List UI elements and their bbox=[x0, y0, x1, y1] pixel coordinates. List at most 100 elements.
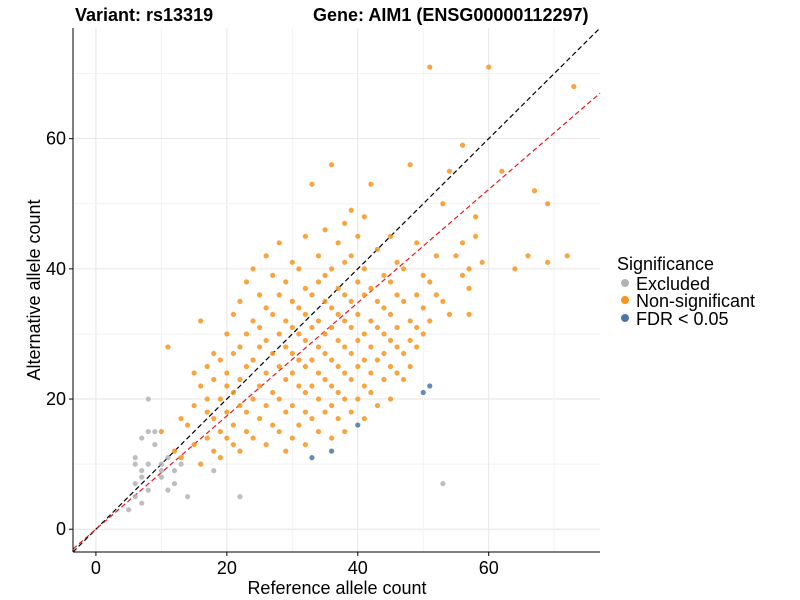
point-non-significant bbox=[322, 409, 328, 415]
point-excluded bbox=[158, 461, 164, 467]
point-non-significant bbox=[250, 318, 256, 324]
point-non-significant bbox=[335, 389, 341, 396]
point-non-significant bbox=[368, 285, 374, 291]
point-non-significant bbox=[243, 409, 250, 415]
point-non-significant bbox=[420, 272, 426, 278]
point-non-significant bbox=[348, 376, 354, 383]
axes bbox=[72, 28, 600, 553]
point-excluded bbox=[139, 435, 145, 441]
point-non-significant bbox=[381, 331, 387, 337]
point-non-significant bbox=[368, 389, 374, 396]
point-non-significant bbox=[256, 415, 263, 422]
point-non-significant bbox=[289, 435, 295, 441]
point-non-significant bbox=[394, 370, 400, 376]
point-non-significant bbox=[211, 415, 217, 422]
point-non-significant bbox=[387, 311, 394, 318]
point-non-significant bbox=[374, 246, 381, 252]
point-non-significant bbox=[302, 311, 309, 318]
point-non-significant bbox=[211, 376, 217, 383]
point-non-significant bbox=[466, 311, 472, 318]
point-non-significant bbox=[355, 279, 361, 285]
title-variant: Variant: rs13319 bbox=[75, 5, 213, 25]
point-excluded bbox=[145, 487, 151, 493]
point-non-significant bbox=[355, 311, 361, 318]
point-non-significant bbox=[466, 266, 472, 272]
point-fdr-0-05 bbox=[420, 389, 426, 396]
point-non-significant bbox=[230, 389, 236, 396]
point-non-significant bbox=[407, 318, 413, 324]
point-non-significant bbox=[204, 396, 210, 402]
point-excluded bbox=[145, 396, 151, 402]
y-axis-label: Alternative allele count bbox=[24, 199, 44, 380]
point-fdr-0-05 bbox=[355, 422, 361, 428]
point-excluded bbox=[171, 481, 178, 487]
point-non-significant bbox=[178, 415, 184, 422]
point-non-significant bbox=[256, 292, 263, 298]
point-non-significant bbox=[270, 422, 276, 428]
point-non-significant bbox=[302, 285, 309, 291]
legend-label-non-significant: Non-significant bbox=[636, 291, 755, 311]
point-excluded bbox=[152, 428, 158, 435]
point-non-significant bbox=[250, 357, 256, 363]
point-non-significant bbox=[342, 428, 348, 435]
point-non-significant bbox=[296, 266, 302, 272]
point-non-significant bbox=[171, 448, 178, 454]
point-non-significant bbox=[184, 422, 191, 428]
point-non-significant bbox=[237, 376, 243, 383]
point-non-significant bbox=[361, 357, 367, 363]
point-non-significant bbox=[427, 318, 433, 324]
point-non-significant bbox=[315, 396, 322, 402]
point-non-significant bbox=[217, 428, 223, 435]
point-non-significant bbox=[394, 259, 400, 265]
point-fdr-0-05 bbox=[427, 383, 433, 389]
point-non-significant bbox=[191, 370, 197, 376]
point-non-significant bbox=[414, 292, 420, 298]
point-excluded bbox=[178, 461, 184, 467]
point-non-significant bbox=[361, 214, 367, 220]
point-non-significant bbox=[361, 383, 367, 389]
point-non-significant bbox=[289, 370, 295, 376]
point-non-significant bbox=[374, 324, 381, 331]
point-non-significant bbox=[361, 292, 367, 298]
point-non-significant bbox=[342, 396, 348, 402]
point-non-significant bbox=[302, 441, 309, 448]
point-excluded bbox=[132, 455, 138, 461]
point-non-significant bbox=[322, 298, 328, 304]
point-non-significant bbox=[283, 279, 289, 285]
point-non-significant bbox=[322, 376, 328, 383]
point-non-significant bbox=[499, 168, 505, 174]
point-non-significant bbox=[302, 409, 309, 415]
point-non-significant bbox=[394, 324, 400, 331]
point-non-significant bbox=[387, 233, 394, 239]
point-non-significant bbox=[302, 363, 309, 370]
point-excluded bbox=[132, 494, 138, 500]
point-non-significant bbox=[368, 344, 374, 350]
point-non-significant bbox=[571, 83, 577, 90]
point-non-significant bbox=[355, 233, 361, 239]
point-non-significant bbox=[237, 298, 243, 304]
point-non-significant bbox=[243, 428, 250, 435]
point-non-significant bbox=[283, 409, 289, 415]
point-non-significant bbox=[374, 357, 381, 363]
x-tick-label: 40 bbox=[348, 558, 368, 578]
point-non-significant bbox=[322, 350, 328, 357]
point-non-significant bbox=[237, 448, 243, 454]
point-non-significant bbox=[387, 396, 394, 402]
y-tick-label: 40 bbox=[46, 259, 66, 279]
point-non-significant bbox=[459, 272, 466, 278]
point-non-significant bbox=[230, 311, 236, 318]
point-non-significant bbox=[224, 409, 230, 415]
point-non-significant bbox=[191, 402, 197, 409]
point-non-significant bbox=[256, 344, 263, 350]
point-non-significant bbox=[256, 324, 263, 331]
point-non-significant bbox=[198, 383, 204, 389]
point-non-significant bbox=[420, 331, 426, 337]
y-tick-label: 0 bbox=[56, 519, 66, 539]
point-non-significant bbox=[335, 337, 341, 344]
point-non-significant bbox=[427, 64, 433, 70]
x-tick-label: 0 bbox=[91, 558, 101, 578]
point-non-significant bbox=[276, 240, 282, 246]
point-non-significant bbox=[368, 318, 374, 324]
title-gene: Gene: AIM1 (ENSG00000112297) bbox=[313, 5, 588, 25]
